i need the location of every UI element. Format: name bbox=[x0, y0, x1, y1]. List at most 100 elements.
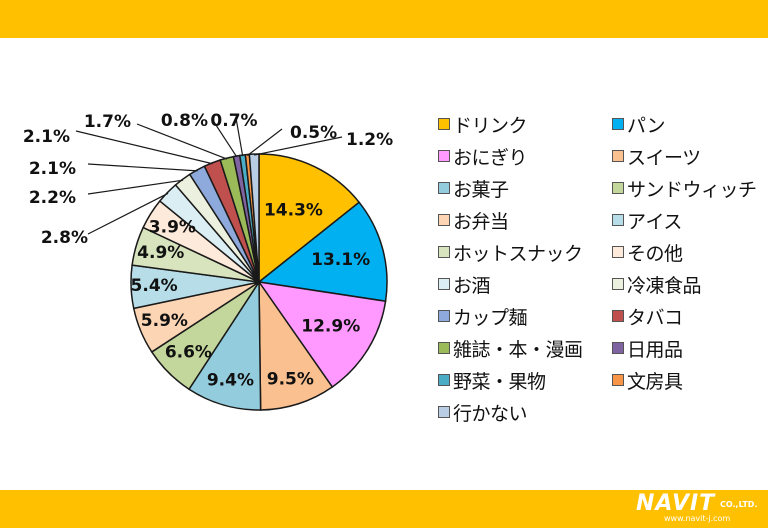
legend-swatch bbox=[438, 342, 450, 354]
data-label-12: 2.2% bbox=[29, 188, 76, 208]
data-label-15: 1.7% bbox=[84, 112, 131, 132]
legend-swatch bbox=[612, 278, 624, 290]
data-label-3: 12.9% bbox=[301, 317, 360, 337]
pie-slices bbox=[130, 153, 388, 411]
legend-swatch bbox=[612, 374, 624, 386]
legend-swatch bbox=[438, 214, 450, 226]
leader-line-12 bbox=[87, 179, 184, 195]
data-labels: 14.3% 13.1% 12.9% 9.5% 9.4% 6.6% 5.9% 5.4% 4.9% 3… bbox=[23, 111, 393, 390]
legend-label: ホットスナック bbox=[453, 242, 583, 265]
leader-line-15 bbox=[136, 123, 228, 160]
legend-label: スイーツ bbox=[627, 146, 701, 169]
legend-swatch bbox=[438, 278, 450, 290]
legend-swatch bbox=[438, 406, 450, 418]
pie-slice-1 bbox=[258, 153, 361, 284]
legend-item: 野菜・果物 bbox=[438, 369, 546, 393]
data-label-4: 9.5% bbox=[267, 369, 314, 389]
legend-label: ドリンク bbox=[453, 114, 528, 137]
leader-lines bbox=[75, 117, 343, 235]
data-label-16: 0.8% bbox=[161, 111, 208, 131]
legend-label: サンドウィッチ bbox=[627, 178, 757, 201]
legend-item: お酒 bbox=[438, 273, 491, 297]
data-label-9: 4.9% bbox=[137, 243, 184, 263]
legend-swatch bbox=[612, 342, 624, 354]
legend-label: お酒 bbox=[453, 274, 491, 297]
legend-label: 行かない bbox=[453, 402, 528, 425]
legend-item: おにぎり bbox=[438, 145, 528, 169]
legend-label: パン bbox=[627, 114, 665, 137]
leader-line-19 bbox=[254, 136, 343, 156]
logo-url: www.navit-j.com bbox=[664, 514, 731, 523]
data-label-19: 1.2% bbox=[346, 130, 393, 150]
legend-swatch bbox=[438, 182, 450, 194]
legend-item: スイーツ bbox=[612, 145, 701, 169]
pie-slice-3 bbox=[257, 280, 387, 388]
data-label-17: 0.7% bbox=[210, 111, 257, 131]
legend-item: カップ麺 bbox=[438, 305, 528, 329]
legend-item: 日用品 bbox=[612, 337, 683, 361]
legend-label: その他 bbox=[627, 242, 683, 265]
legend-label: 冷凍食品 bbox=[627, 274, 702, 297]
legend-swatch bbox=[438, 150, 450, 162]
legend-item: 雑誌・本・漫画 bbox=[438, 337, 583, 361]
legend-swatch bbox=[438, 374, 450, 386]
legend-item: サンドウィッチ bbox=[612, 177, 757, 201]
legend-item: パン bbox=[612, 113, 665, 137]
legend-item: ホットスナック bbox=[438, 241, 583, 265]
data-label-7: 5.9% bbox=[141, 311, 188, 331]
leader-line-18 bbox=[247, 128, 283, 157]
pie-slice-4 bbox=[258, 279, 334, 411]
legend-label: タバコ bbox=[627, 306, 683, 329]
leader-line-17 bbox=[235, 117, 244, 157]
legend-item: タバコ bbox=[612, 305, 683, 329]
legend-item: アイス bbox=[612, 209, 682, 233]
legend-label: 雑誌・本・漫画 bbox=[453, 338, 583, 361]
data-label-1: 14.3% bbox=[264, 201, 323, 221]
legend-item: ドリンク bbox=[438, 113, 528, 137]
legend-swatch bbox=[612, 246, 624, 258]
legend-label: カップ麺 bbox=[453, 306, 528, 329]
leader-line-13 bbox=[87, 163, 198, 172]
legend-label: アイス bbox=[627, 210, 682, 233]
logo-name: NAVIT bbox=[636, 491, 716, 516]
data-label-14: 2.1% bbox=[23, 127, 70, 147]
legend-swatch bbox=[612, 150, 624, 162]
data-label-11: 2.8% bbox=[41, 228, 88, 248]
leader-line-16 bbox=[213, 121, 238, 158]
legend-swatch bbox=[438, 118, 450, 130]
legend-item: 冷凍食品 bbox=[612, 273, 702, 297]
data-label-13: 2.1% bbox=[29, 159, 76, 179]
legend-swatch bbox=[612, 310, 624, 322]
data-label-8: 5.4% bbox=[131, 276, 178, 296]
legend-swatch bbox=[438, 310, 450, 322]
legend-item: 行かない bbox=[438, 401, 528, 425]
company-logo: NAVIT CO.,LTD. www.navit-j.com bbox=[636, 491, 760, 526]
legend-item: その他 bbox=[612, 241, 683, 265]
legend-label: 日用品 bbox=[627, 338, 683, 361]
legend-swatch bbox=[612, 182, 624, 194]
legend-label: お菓子 bbox=[453, 178, 509, 201]
legend-label: 野菜・果物 bbox=[453, 370, 546, 393]
legend-label: お弁当 bbox=[453, 210, 509, 233]
legend-label: おにぎり bbox=[453, 146, 528, 169]
legend-swatch bbox=[612, 118, 624, 130]
data-label-10: 3.9% bbox=[149, 217, 196, 237]
pie-slice-5 bbox=[188, 279, 262, 411]
data-label-18: 0.5% bbox=[290, 123, 337, 143]
pie-slice-2 bbox=[257, 201, 388, 303]
legend-swatch bbox=[612, 214, 624, 226]
legend-label: 文房具 bbox=[627, 370, 683, 393]
data-label-5: 9.4% bbox=[207, 370, 254, 390]
leader-line-14 bbox=[75, 130, 213, 165]
bottom-accent-bar bbox=[0, 490, 768, 528]
top-accent-bar bbox=[0, 0, 768, 38]
legend-item: お菓子 bbox=[438, 177, 509, 201]
data-label-2: 13.1% bbox=[311, 250, 370, 270]
logo-company-suffix: CO.,LTD. bbox=[720, 500, 758, 509]
legend-swatch bbox=[438, 246, 450, 258]
leader-line-11 bbox=[87, 192, 169, 235]
legend-item: お弁当 bbox=[438, 209, 509, 233]
data-label-6: 6.6% bbox=[165, 343, 212, 363]
legend-item: 文房具 bbox=[612, 369, 683, 393]
